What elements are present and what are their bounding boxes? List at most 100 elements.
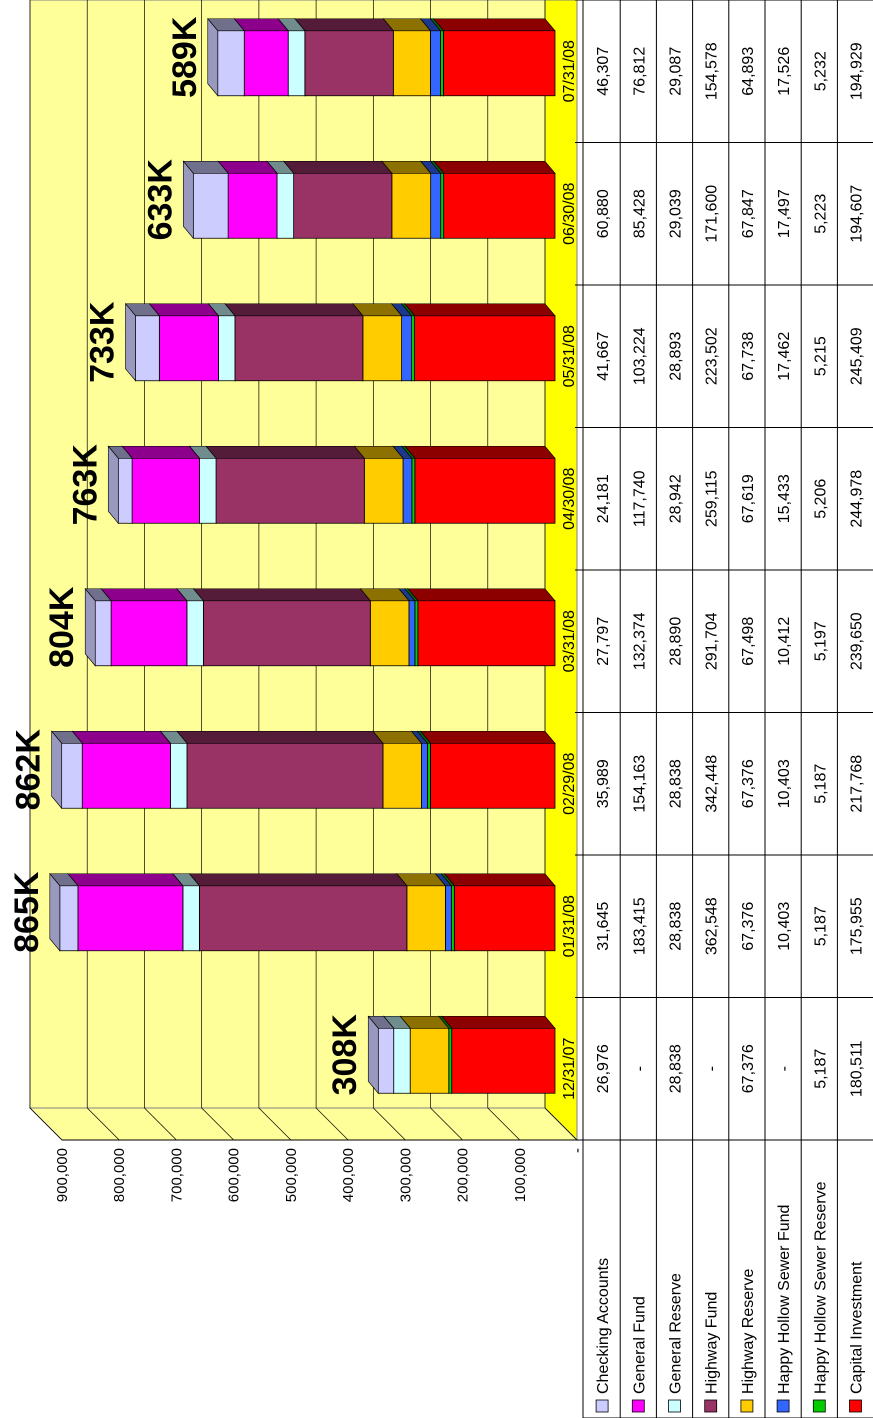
total-label-7: 589K — [166, 16, 204, 98]
table-cell: 46,307 — [595, 47, 612, 96]
legend-key-3 — [704, 1399, 718, 1413]
bar-segment-6-1 — [440, 172, 445, 239]
total-label-0: 308K — [326, 1014, 364, 1096]
table-cell: 29,039 — [668, 189, 685, 238]
bar-segment-6-2 — [430, 172, 442, 239]
table-frame — [582, 0, 873, 1418]
category-label-0: 12/31/07 — [561, 1038, 578, 1100]
table-cell: 217,768 — [849, 755, 866, 813]
bar-segment-4-5 — [199, 457, 217, 524]
bar-segment-1-6 — [77, 885, 184, 952]
bar-side-7-0 — [432, 18, 556, 32]
bar-segment-3-7 — [94, 600, 112, 667]
bar-segment-4-1 — [411, 457, 416, 524]
bar-segment-3-0 — [417, 600, 556, 667]
table-cell: - — [704, 1066, 721, 1071]
bar-segment-3-6 — [110, 600, 188, 667]
bar-side-6-4 — [282, 160, 393, 174]
bar-segment-4-6 — [131, 457, 200, 524]
bar-segment-5-5 — [218, 315, 236, 382]
table-cell: - — [776, 1066, 793, 1071]
legend-key-1 — [631, 1399, 645, 1413]
bar-segment-0-3 — [409, 1027, 450, 1094]
bar-segment-4-0 — [414, 457, 556, 524]
table-cell: 171,600 — [704, 185, 721, 243]
bar-side-2-0 — [419, 730, 556, 744]
legend-key-4 — [740, 1399, 754, 1413]
table-cell: 31,645 — [595, 902, 612, 951]
gridline-side — [144, 1107, 177, 1141]
table-cell: 103,224 — [631, 327, 648, 385]
y-tick-label: 100,000 — [512, 1148, 529, 1202]
legend-label-1: General Fund — [631, 1296, 648, 1394]
table-cell: 28,893 — [668, 332, 685, 381]
bar-segment-7-7 — [217, 30, 245, 97]
bar-segment-3-5 — [186, 600, 204, 667]
table-cell: 28,838 — [668, 902, 685, 951]
bar-segment-2-4 — [186, 742, 384, 809]
y-tick-label: 200,000 — [455, 1148, 472, 1202]
table-cell: 85,428 — [631, 189, 648, 238]
table-cell: 60,880 — [595, 189, 612, 238]
bar-segment-1-2 — [444, 885, 452, 952]
table-cell: 28,942 — [668, 474, 685, 523]
y-tick-label: - — [569, 1148, 586, 1153]
legend-label-3: Highway Fund — [704, 1292, 721, 1394]
table-cell: 239,650 — [849, 612, 866, 670]
table-cell: 5,197 — [812, 621, 829, 661]
bar-side-5-4 — [224, 303, 364, 317]
bar-segment-3-2 — [408, 600, 416, 667]
y-tick-label: 400,000 — [340, 1148, 357, 1202]
bar-top-4-7 — [107, 445, 119, 525]
legend-label-4: Highway Reserve — [740, 1269, 757, 1394]
gridline-side — [29, 1107, 63, 1141]
bar-segment-3-1 — [414, 600, 419, 667]
bar-side-2-4 — [176, 730, 384, 744]
table-cell: 67,376 — [740, 902, 757, 951]
bar-segment-3-4 — [202, 600, 371, 667]
category-label-2: 02/29/08 — [561, 753, 578, 815]
total-label-1: 865K — [8, 871, 46, 953]
table-cell: 35,989 — [595, 759, 612, 808]
gridline-side — [86, 1107, 120, 1141]
legend-key-5 — [776, 1399, 790, 1413]
table-cell: 67,376 — [740, 759, 757, 808]
table-cell: 5,215 — [812, 336, 829, 376]
total-label-5: 733K — [83, 301, 121, 383]
table-cell: 362,548 — [704, 897, 721, 955]
y-tick-label: 900,000 — [54, 1148, 71, 1202]
table-cell: 41,667 — [595, 332, 612, 381]
legend-label-2: General Reserve — [668, 1273, 685, 1394]
table-cell: 17,526 — [776, 47, 793, 96]
bar-segment-2-1 — [427, 742, 431, 809]
gridline-side — [487, 1107, 521, 1141]
table-cell: - — [631, 1066, 648, 1071]
table-cell: 27,797 — [595, 617, 612, 666]
table-cell: 26,976 — [595, 1044, 612, 1093]
bar-segment-2-2 — [421, 742, 428, 809]
bar-top-2-7 — [51, 730, 62, 810]
bar-side-3-4 — [192, 588, 371, 602]
table-cell: 180,511 — [849, 1040, 866, 1097]
legend-key-0 — [595, 1399, 609, 1413]
table-cell: 175,955 — [849, 897, 866, 955]
legend-label-5: Happy Hollow Sewer Fund — [776, 1205, 793, 1394]
bar-segment-7-6 — [243, 30, 289, 97]
bar-segment-7-4 — [304, 30, 394, 97]
table-cell: 244,978 — [849, 470, 866, 528]
bar-segment-6-5 — [276, 172, 295, 239]
total-label-3: 804K — [43, 586, 81, 668]
table-cell: 17,497 — [776, 189, 793, 238]
table-cell: 10,403 — [776, 759, 793, 808]
bar-segment-1-4 — [198, 885, 408, 952]
bar-side-6-0 — [433, 160, 556, 174]
bar-segment-5-7 — [135, 315, 160, 382]
table-cell: 154,578 — [704, 42, 721, 100]
table-cell: 5,187 — [812, 764, 829, 804]
bar-segment-5-4 — [234, 315, 364, 382]
table-cell: 67,619 — [740, 474, 757, 523]
bar-segment-2-5 — [170, 742, 188, 809]
bar-segment-1-7 — [59, 885, 79, 952]
table-cell: 194,929 — [849, 42, 866, 100]
